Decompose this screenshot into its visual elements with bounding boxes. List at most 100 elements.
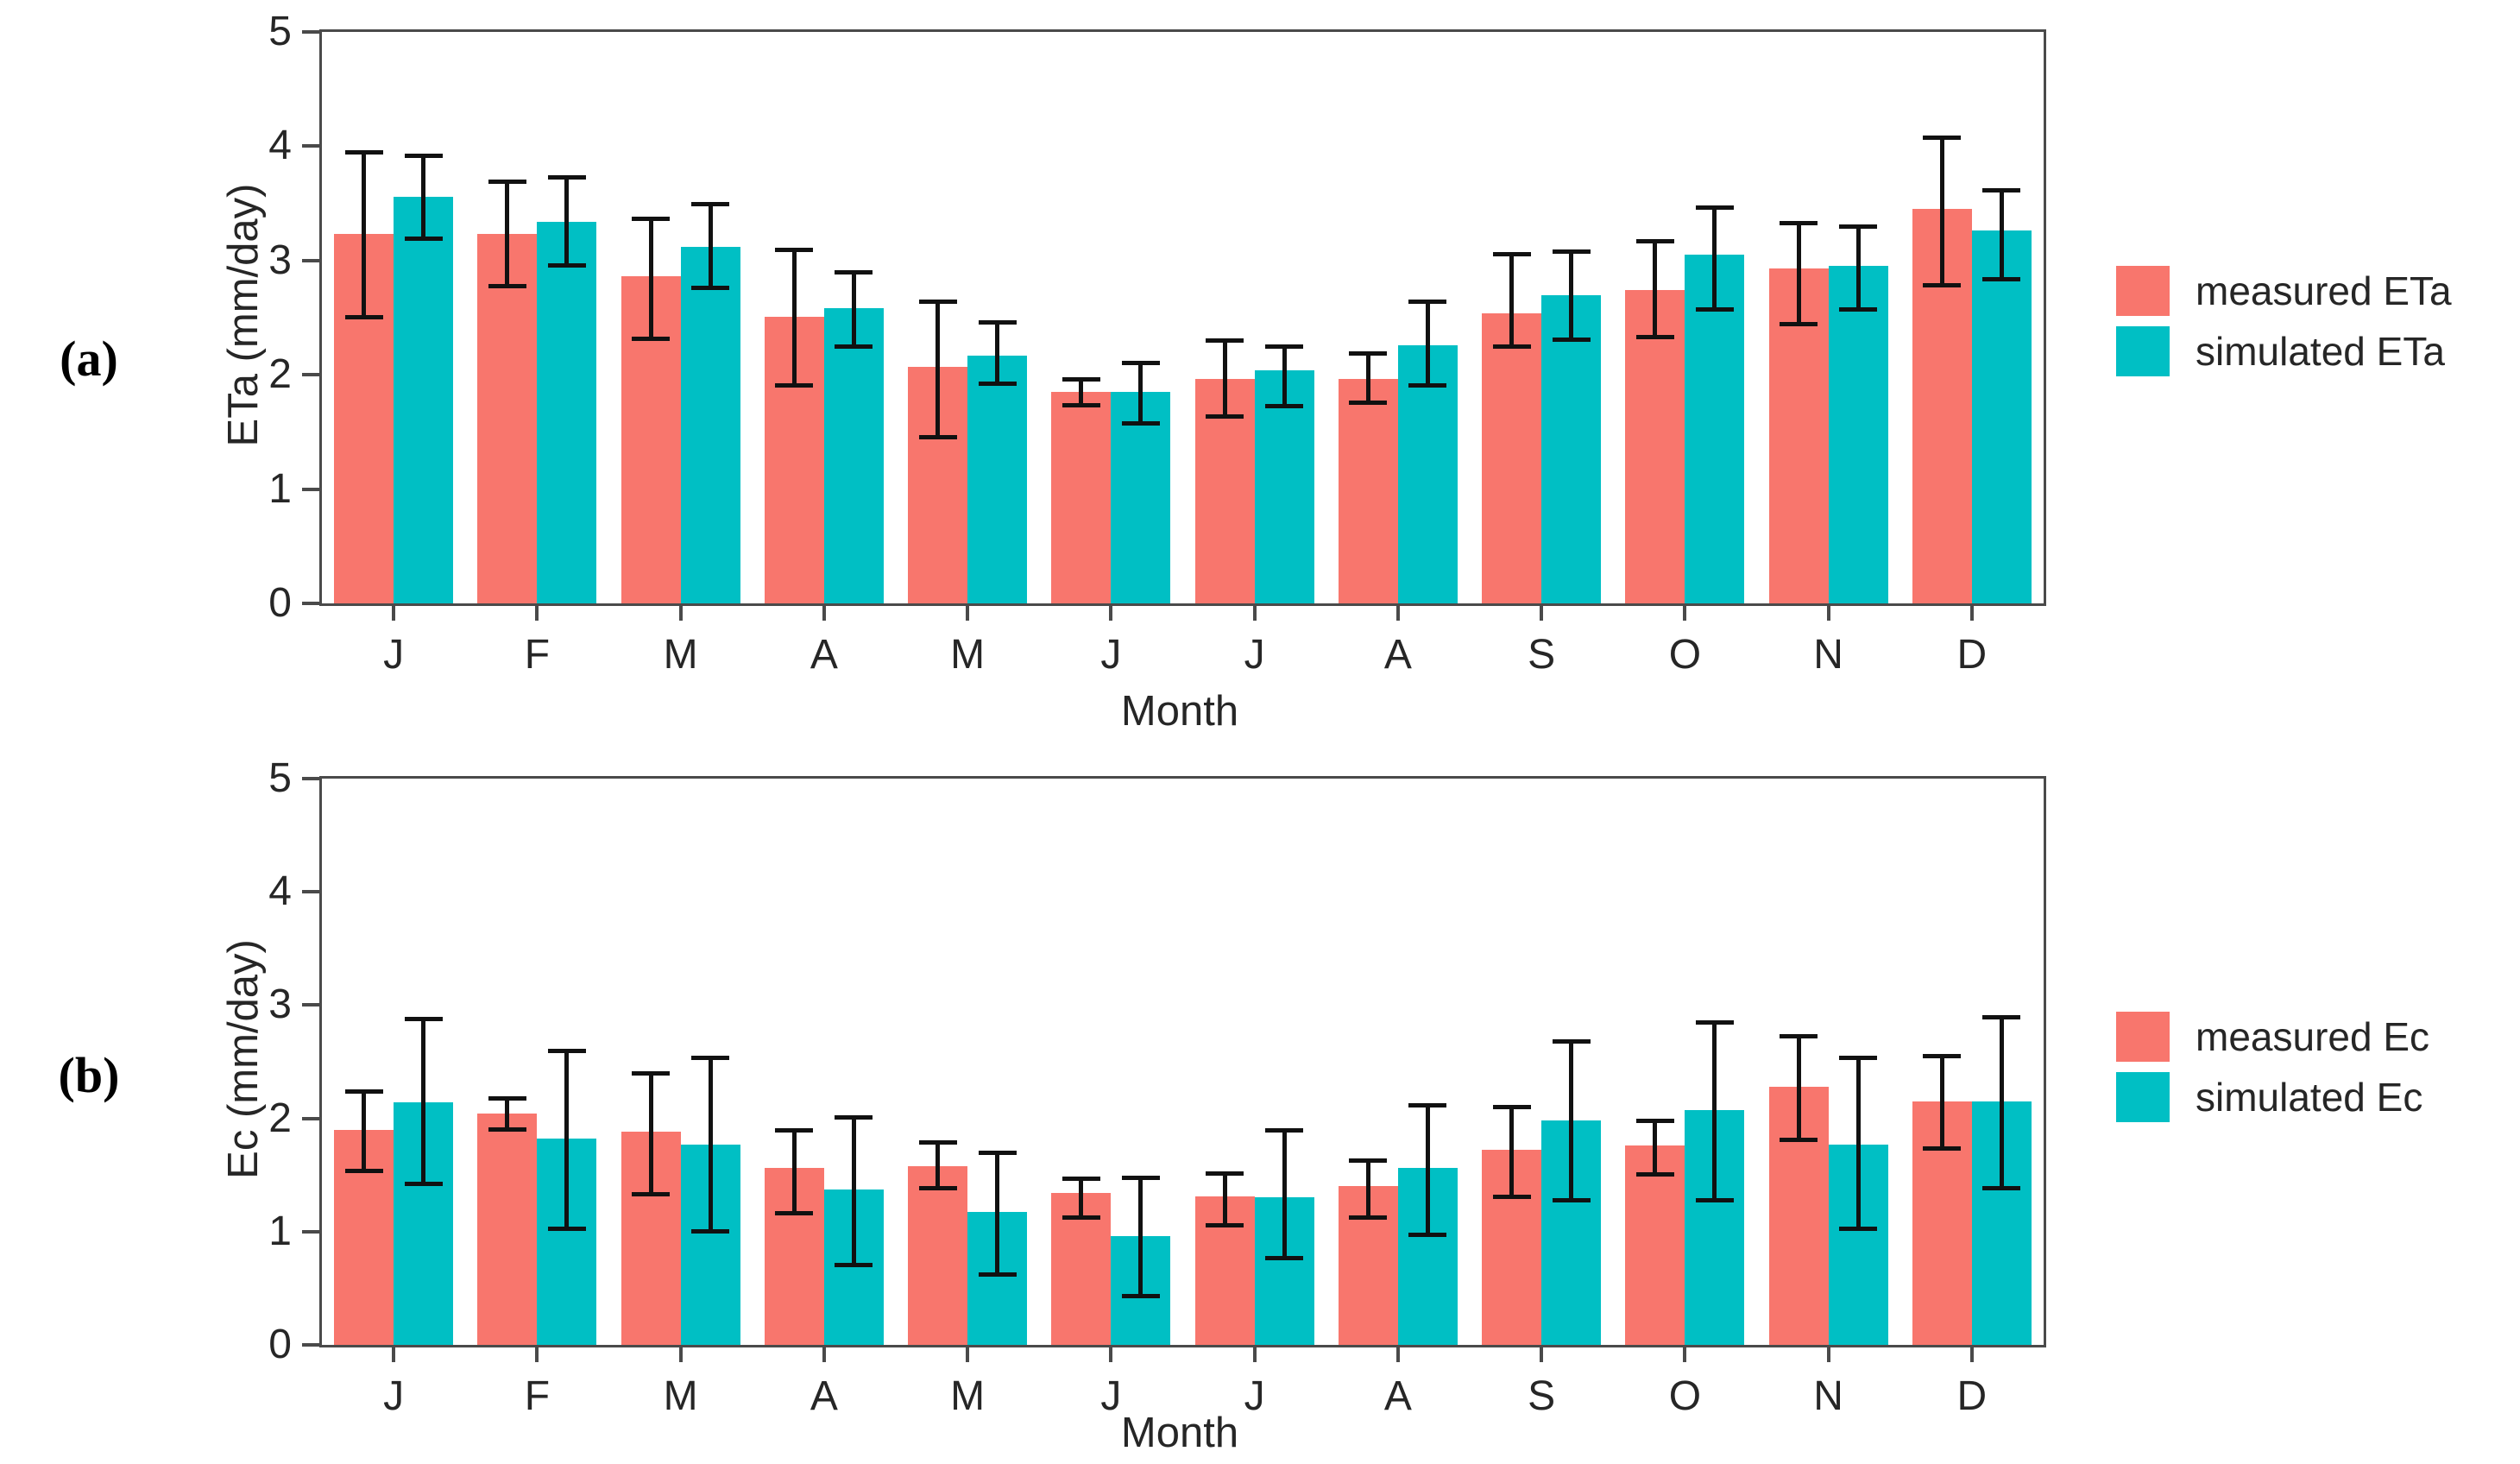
error-bar [505,1097,510,1130]
error-bar-cap-bottom [1492,344,1531,350]
error-bar-cap-top [835,270,873,275]
error-bar [1855,226,1861,310]
error-bar [1425,1104,1430,1235]
y-tick-label: 1 [268,1208,292,1254]
x-tick-label-month: F [524,1373,551,1419]
error-bar-cap-top [488,180,526,185]
y-tick-label: 4 [268,123,292,169]
x-tick-label-month: A [1383,632,1412,678]
error-bar-cap-top [344,1089,383,1095]
error-bar [648,218,653,340]
error-bar-cap-bottom [918,1185,957,1190]
bar-measured-ETa-O9 [1625,290,1685,603]
error-bar [1509,1107,1515,1198]
error-bar-cap-bottom [1552,338,1591,343]
error-bar-cap-bottom [775,383,814,388]
panel-label-b: (b) [58,1047,120,1103]
x-axis-tick [1683,1345,1687,1362]
x-axis-tick [535,603,539,621]
error-bar-cap-top [775,1127,814,1133]
bar-simulated-ETa-N10 [1828,266,1888,603]
error-bar-cap-bottom [978,1272,1017,1277]
y-tick-label: 0 [268,1322,292,1367]
error-bar [362,1091,367,1172]
x-axis-tick [1395,603,1400,621]
error-bar [708,1057,713,1232]
bar-simulated-ETa-J0 [394,196,454,603]
error-bar-cap-top [978,320,1017,325]
error-bar [1855,1057,1861,1230]
error-bar-cap-top [1982,187,2021,192]
y-tick-label: 3 [268,237,292,283]
error-bar-cap-bottom [1206,414,1244,420]
legend-label-simulated-ec: simulated Ec [2196,1075,2423,1120]
error-bar [1509,253,1515,348]
x-axis-tick [678,603,683,621]
x-axis-tick [392,1345,396,1362]
error-bar-cap-top [344,150,383,155]
error-bar-cap-top [835,1115,873,1120]
error-bar-cap-bottom [1062,1215,1100,1221]
y-tick-label: 4 [268,868,292,915]
error-bar [1999,1016,2004,1189]
bar-simulated-ETa-M2 [680,246,740,603]
x-tick-label-month: J [383,632,405,678]
error-bar-cap-bottom [547,263,586,268]
error-bar [936,1142,941,1189]
x-tick-label-month: N [1813,632,1843,678]
error-bar-cap-top [1695,1020,1734,1025]
y-axis-tick [302,1343,319,1347]
bar-measured-ETa-S8 [1482,312,1542,603]
y-axis-tick [302,487,319,491]
error-bar-cap-bottom [632,1191,671,1196]
error-bar [1569,251,1574,341]
error-bar-cap-top [1635,239,1674,244]
error-bar-cap-top [1780,1033,1818,1038]
y-tick-label: 5 [268,9,292,54]
error-bar-cap-top [404,153,443,158]
error-bar-cap-bottom [1982,277,2021,282]
error-bar [1653,1120,1658,1176]
x-tick-label-month: A [810,632,838,678]
error-bar [995,1152,1000,1275]
x-tick-label-month: D [1956,632,1988,678]
error-bar-cap-top [1552,1039,1591,1044]
error-bar [648,1073,653,1195]
error-bar-cap-bottom [1839,1227,1878,1232]
error-bar-cap-bottom [1923,282,1962,287]
y-axis-tick [302,144,319,148]
error-bar-cap-bottom [1265,1256,1304,1261]
error-bar-cap-bottom [835,344,873,350]
error-bar-cap-bottom [835,1263,873,1268]
x-axis-tick [1826,603,1830,621]
x-tick-label-month: S [1528,632,1556,678]
measured-swatch-icon [2116,1012,2170,1062]
error-bar-cap-top [1923,1054,1962,1059]
y-tick-label: 1 [268,465,292,512]
error-bar-cap-bottom [775,1210,814,1215]
x-axis-tick [1969,1345,1974,1362]
error-bar-cap-top [1839,1055,1878,1060]
simulated-swatch-icon [2116,1072,2170,1122]
x-tick-label-month: J [383,1373,405,1419]
legend-item-measured-eta: measured ETa [2116,266,2452,316]
plot-area-ec: 0 1 2 3 4 5 J F M A M J J A S O N D [268,755,2046,1419]
error-bar-cap-bottom [1635,1172,1674,1177]
error-bar-cap-bottom [1982,1185,2021,1190]
error-bar-cap-top [1635,1119,1674,1124]
error-bar [1425,301,1430,387]
error-bar-cap-top [1492,251,1531,256]
error-bar [995,322,1000,384]
error-bar [421,155,426,239]
bar-simulated-ETa-J5 [1111,392,1171,603]
error-bar [791,1129,797,1214]
error-bar-cap-top [1923,135,1962,140]
error-bar-cap-bottom [1635,334,1674,339]
error-bar-cap-top [1695,205,1734,210]
x-tick-label-month: J [1100,632,1122,678]
error-bar-cap-top [1408,300,1447,305]
x-axis-tick [1826,1345,1830,1362]
error-bar [1569,1041,1574,1202]
bar-simulated-ETa-D11 [1971,230,2032,603]
x-axis-title-month-a: Month [1120,688,1239,735]
